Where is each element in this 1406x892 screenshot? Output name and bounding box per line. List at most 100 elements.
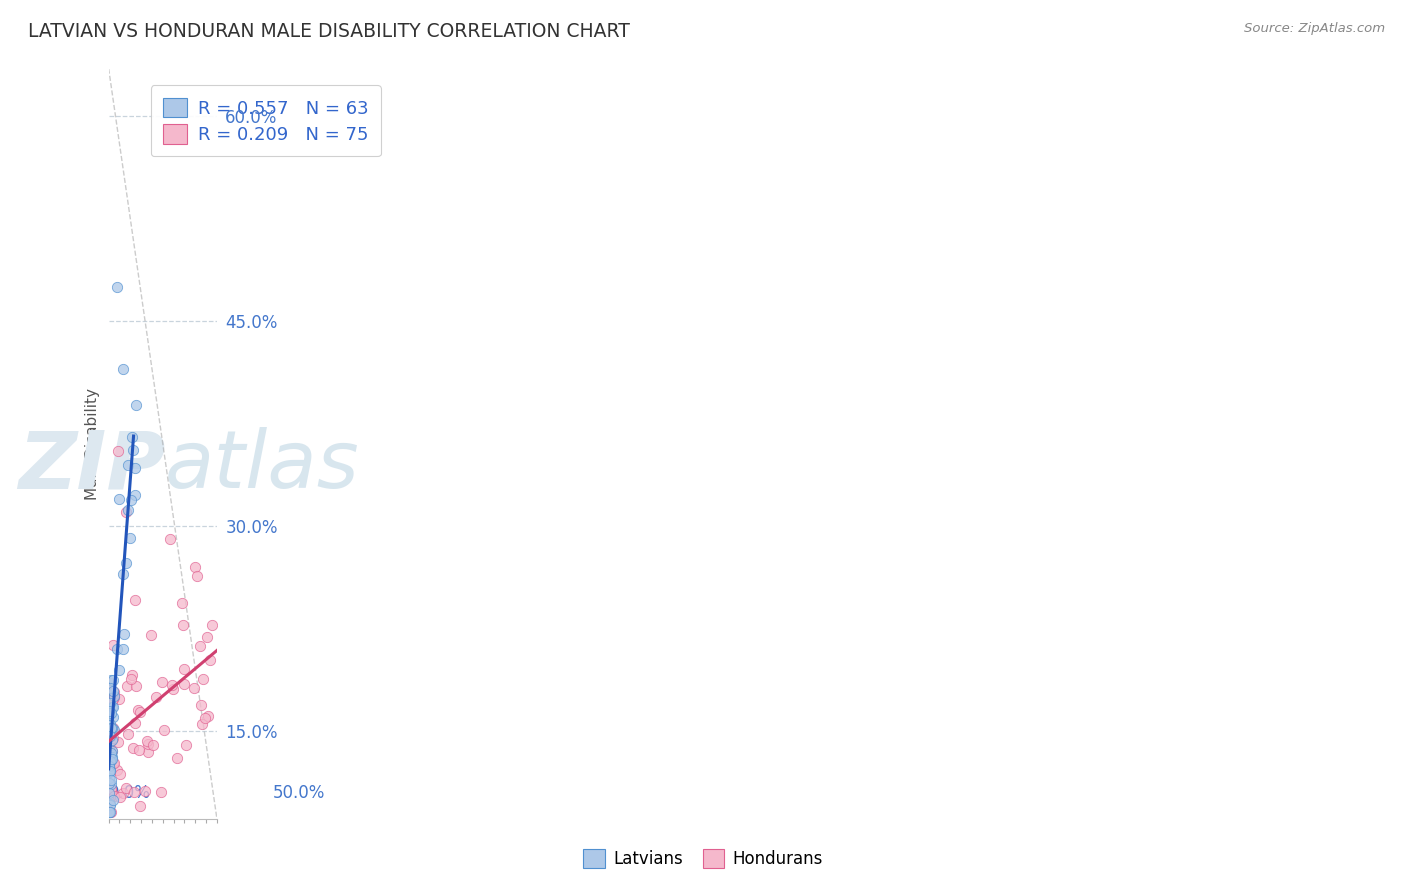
- Point: [170, 596, 193, 610]
- Point: [100, 735, 122, 749]
- Point: [103, 731, 125, 745]
- Point: [101, 710, 124, 724]
- Point: [100, 786, 122, 800]
- Point: [162, 682, 184, 697]
- Point: [198, 653, 221, 667]
- Point: [98, 758, 121, 772]
- Point: [98, 717, 121, 731]
- Point: [172, 617, 194, 632]
- Point: [103, 689, 125, 703]
- Point: [115, 780, 138, 795]
- Point: [124, 785, 146, 799]
- Point: [103, 638, 125, 652]
- Point: [183, 681, 205, 696]
- Point: [197, 709, 219, 723]
- Point: [107, 735, 129, 749]
- Point: [100, 706, 122, 720]
- Text: 0.0%: 0.0%: [108, 784, 150, 803]
- Point: [101, 721, 124, 735]
- Point: [101, 700, 124, 714]
- Point: [100, 805, 122, 820]
- Point: [121, 741, 143, 756]
- Point: [195, 630, 218, 644]
- Point: [97, 805, 120, 820]
- Point: [97, 805, 120, 820]
- Point: [98, 764, 121, 779]
- Point: [108, 692, 131, 706]
- Point: [120, 531, 142, 545]
- Point: [98, 754, 121, 768]
- Point: [98, 763, 121, 777]
- Point: [101, 690, 124, 705]
- Point: [166, 751, 188, 765]
- Point: [105, 280, 128, 294]
- Point: [152, 723, 174, 737]
- Point: [127, 703, 149, 717]
- Point: [98, 742, 121, 756]
- Point: [98, 676, 121, 690]
- Point: [121, 430, 143, 444]
- Point: [150, 675, 173, 690]
- Point: [100, 747, 122, 762]
- Point: [98, 696, 121, 710]
- Point: [120, 672, 142, 686]
- Point: [112, 641, 135, 656]
- Point: [100, 746, 122, 760]
- Point: [105, 763, 128, 777]
- Point: [110, 766, 132, 780]
- Point: [100, 721, 122, 735]
- Point: [108, 664, 131, 678]
- Point: [149, 785, 172, 799]
- Point: [160, 678, 183, 692]
- Point: [101, 744, 124, 758]
- Point: [184, 559, 207, 574]
- Text: atlas: atlas: [165, 427, 360, 506]
- Y-axis label: Male Disability: Male Disability: [86, 388, 100, 500]
- Point: [97, 794, 120, 808]
- Point: [117, 503, 139, 517]
- Point: [98, 704, 121, 718]
- Point: [139, 628, 162, 642]
- Point: [97, 805, 120, 820]
- Point: [124, 398, 146, 412]
- Point: [98, 771, 121, 785]
- Point: [100, 781, 122, 796]
- Point: [190, 698, 212, 712]
- Point: [112, 626, 135, 640]
- Point: [115, 505, 138, 519]
- Point: [101, 722, 124, 736]
- Point: [100, 694, 122, 708]
- Point: [201, 618, 224, 632]
- Point: [97, 764, 120, 779]
- Point: [190, 640, 212, 654]
- Point: [103, 789, 125, 803]
- Point: [100, 781, 122, 796]
- Point: [98, 729, 121, 743]
- Point: [101, 673, 124, 687]
- Point: [115, 556, 138, 570]
- Point: [142, 738, 165, 752]
- Point: [98, 758, 121, 772]
- Point: [101, 756, 124, 770]
- Point: [100, 772, 122, 787]
- Point: [125, 679, 148, 693]
- Point: [128, 743, 150, 757]
- Point: [97, 702, 120, 716]
- Point: [112, 361, 135, 376]
- Point: [136, 738, 159, 752]
- Point: [186, 569, 208, 583]
- Point: [121, 443, 143, 458]
- Point: [97, 750, 120, 764]
- Point: [108, 491, 131, 506]
- Point: [173, 663, 195, 677]
- Point: [194, 711, 217, 725]
- Point: [103, 685, 125, 699]
- Point: [98, 805, 121, 820]
- Point: [110, 790, 132, 805]
- Point: [101, 692, 124, 706]
- Point: [193, 672, 215, 686]
- Point: [98, 776, 121, 790]
- Point: [107, 641, 129, 656]
- Point: [100, 754, 122, 768]
- Point: [101, 744, 124, 758]
